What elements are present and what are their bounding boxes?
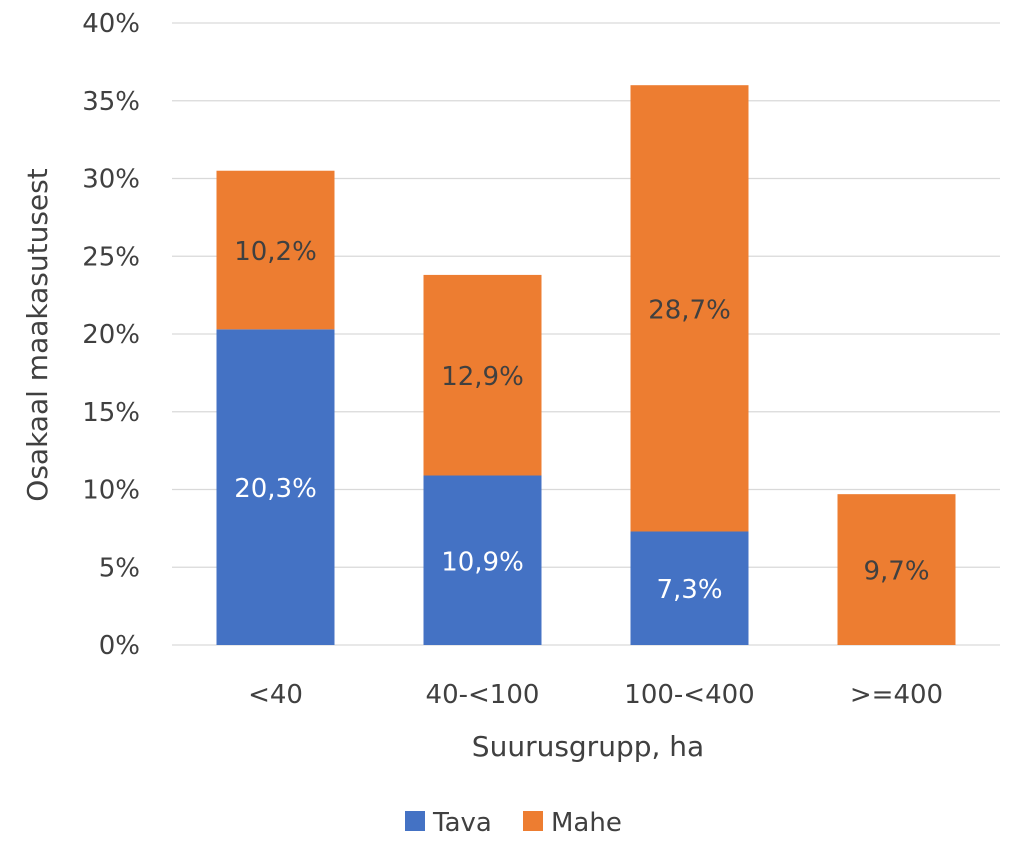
data-label: 20,3% [234,474,317,504]
y-tick-label: 35% [82,87,140,117]
y-tick-label: 0% [99,631,140,661]
data-label: 9,7% [863,557,929,587]
legend-label: Mahe [551,808,622,838]
data-label: 10,2% [234,237,317,267]
x-tick-label: >=400 [850,680,943,710]
bar-segment [630,85,749,532]
y-tick-label: 20% [82,320,140,350]
bar-segment [423,274,542,476]
bar-segment [837,494,956,645]
y-axis-title: Osakaal maakasutusest [21,168,54,501]
data-label: 7,3% [656,575,722,605]
bars [216,85,956,645]
x-tick-label: <40 [248,680,303,710]
y-tick-label: 40% [82,9,140,39]
y-tick-label: 5% [99,553,140,583]
y-tick-label: 10% [82,476,140,506]
data-labels: 20,3% 10,2% 10,9% 12,9% 7,3% 28,7% 9,7% [234,237,929,605]
bar-segment [423,475,542,645]
y-tick-label: 30% [82,165,140,195]
x-tick-label: 40-<100 [426,680,540,710]
y-tick-label: 25% [82,242,140,272]
bar-segment [216,329,335,645]
data-label: 10,9% [441,547,524,577]
legend-swatch [405,811,425,831]
y-axis-ticks: 0% 5% 10% 15% 20% 25% 30% 35% 40% [82,9,140,661]
x-axis-ticks: <40 40-<100 100-<400 >=400 [248,680,943,710]
y-tick-label: 15% [82,398,140,428]
x-axis-title: Suurusgrupp, ha [472,730,704,763]
bar-segment [630,531,749,645]
legend: Tava Mahe [405,808,622,838]
x-tick-label: 100-<400 [624,680,754,710]
data-label: 12,9% [441,362,524,392]
bar-segment [216,170,335,330]
legend-label: Tava [432,808,492,838]
data-label: 28,7% [648,295,731,325]
legend-swatch [523,811,543,831]
